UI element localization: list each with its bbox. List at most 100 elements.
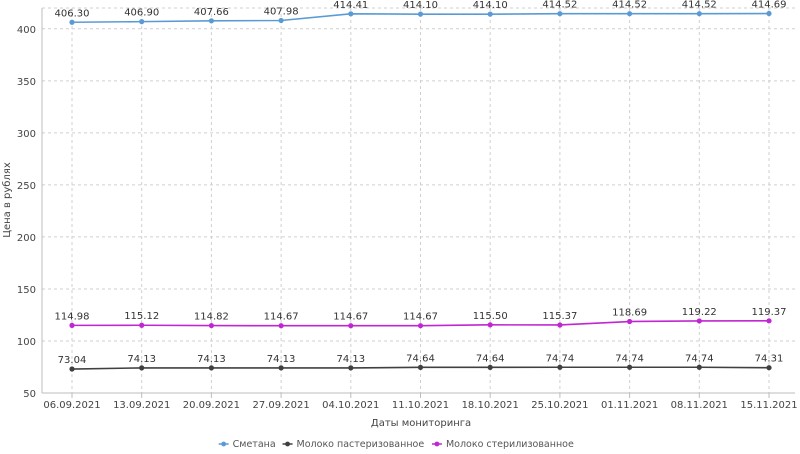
legend-item[interactable]: Молоко стерилизованное <box>431 439 574 450</box>
data-point <box>69 366 75 372</box>
data-label: 114.67 <box>403 312 438 323</box>
data-label: 414.52 <box>542 0 577 11</box>
data-label: 118.69 <box>612 308 647 319</box>
x-tick-label: 15.11.2021 <box>740 400 797 411</box>
data-label: 74.64 <box>406 353 435 364</box>
x-tick-label: 25.10.2021 <box>531 400 588 411</box>
x-tick-label: 08.11.2021 <box>671 400 728 411</box>
y-tick-label: 400 <box>17 25 36 36</box>
data-point <box>766 365 772 371</box>
data-label: 115.50 <box>473 311 508 322</box>
data-point <box>417 11 424 17</box>
legend-swatch-marker <box>434 441 440 447</box>
data-point <box>278 323 284 329</box>
data-point <box>766 318 772 324</box>
data-label: 74.31 <box>755 354 784 365</box>
data-point <box>139 322 145 328</box>
data-label: 114.98 <box>55 311 90 322</box>
data-point <box>766 10 772 17</box>
data-label: 407.66 <box>194 7 229 18</box>
x-tick-label: 13.09.2021 <box>113 400 170 411</box>
legend-label: Молоко пастеризованное <box>297 439 425 450</box>
legend-item[interactable]: Молоко пастеризованное <box>282 439 425 450</box>
x-axis-title: Даты мониторинга <box>371 418 471 429</box>
y-axis-title: Цена в рублях <box>2 162 13 238</box>
y-tick-label: 100 <box>17 337 36 348</box>
data-point <box>696 11 702 17</box>
data-label: 407.98 <box>264 7 299 18</box>
x-tick-label: 11.10.2021 <box>392 400 449 411</box>
data-label: 406.90 <box>124 8 159 19</box>
data-point <box>487 322 493 328</box>
data-label: 114.82 <box>194 312 229 323</box>
legend-label: Сметана <box>233 439 276 450</box>
legend-item[interactable]: Сметана <box>218 439 276 450</box>
data-label: 74.74 <box>546 353 575 364</box>
data-point <box>627 364 633 370</box>
data-label: 74.74 <box>615 353 644 364</box>
data-point <box>278 17 284 24</box>
data-label: 406.30 <box>55 8 90 19</box>
data-label: 74.13 <box>197 354 226 365</box>
data-label: 414.10 <box>473 0 508 11</box>
data-label: 74.13 <box>267 354 296 365</box>
data-point <box>696 318 702 324</box>
data-label: 119.22 <box>682 307 717 318</box>
legend[interactable]: Сметана Молоко пастеризованное Молоко стер… <box>218 439 574 450</box>
series-layer <box>69 10 772 372</box>
data-point <box>487 364 493 370</box>
data-point <box>627 11 633 17</box>
x-tick-label: 04.10.2021 <box>322 400 379 411</box>
data-label: 74.13 <box>127 354 156 365</box>
data-label: 114.67 <box>333 312 368 323</box>
data-point <box>208 322 214 329</box>
data-point <box>139 19 145 25</box>
data-point <box>69 19 75 25</box>
data-point <box>696 364 702 370</box>
data-label-layer: 406.30 406.90 407.66 407.98 414.41 414.10 414.… <box>55 0 787 366</box>
data-point <box>278 365 284 371</box>
data-point <box>348 323 354 329</box>
legend-label: Молоко стерилизованное <box>446 439 574 450</box>
data-point <box>417 364 424 370</box>
y-tick-label: 350 <box>17 77 36 88</box>
data-point <box>208 365 214 371</box>
data-label: 73.04 <box>58 355 87 366</box>
x-tick-label: 27.09.2021 <box>252 400 309 411</box>
y-tick-label: 150 <box>17 285 36 296</box>
data-point <box>417 323 424 329</box>
legend-swatch-marker <box>221 441 227 447</box>
x-tick-label: 18.10.2021 <box>462 400 519 411</box>
data-point <box>557 322 563 328</box>
data-point <box>557 364 563 370</box>
data-label: 414.69 <box>752 0 787 11</box>
data-label: 414.41 <box>333 0 368 11</box>
data-label: 74.13 <box>336 354 365 365</box>
x-tick-label: 06.09.2021 <box>43 400 100 411</box>
data-point <box>627 318 633 325</box>
y-tick-label: 50 <box>23 389 36 400</box>
data-point <box>348 11 354 17</box>
legend-swatch-marker <box>285 441 290 447</box>
data-point <box>348 365 354 371</box>
data-point <box>139 365 145 371</box>
data-point <box>69 322 75 328</box>
y-tick-label: 300 <box>17 129 36 140</box>
data-point <box>487 11 493 17</box>
data-label: 115.12 <box>124 311 159 322</box>
data-point <box>557 11 563 17</box>
data-label: 115.37 <box>542 311 577 322</box>
data-label: 414.52 <box>612 0 647 11</box>
data-label: 74.74 <box>685 353 714 364</box>
data-point <box>208 18 214 24</box>
y-tick-label: 250 <box>17 181 36 192</box>
x-tick-label: 20.09.2021 <box>183 400 240 411</box>
x-tick-label: 01.11.2021 <box>601 400 658 411</box>
y-tick-label: 200 <box>17 233 36 244</box>
axis-layer: 50 100 150 200 250 300 350 400 06.09.2021 13.09.2… <box>17 8 798 411</box>
data-label: 414.52 <box>682 0 717 11</box>
data-label: 74.64 <box>476 353 505 364</box>
grid-layer <box>42 7 795 394</box>
